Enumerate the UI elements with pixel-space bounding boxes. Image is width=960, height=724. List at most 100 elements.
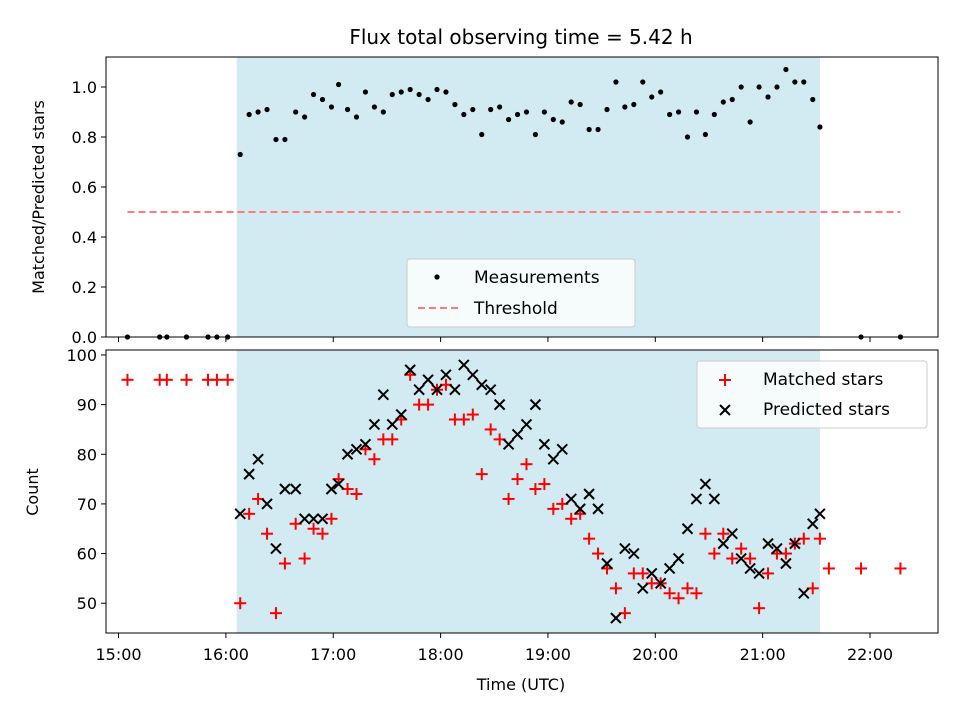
measurement-point — [389, 91, 395, 98]
top-ytick-label: 0.6 — [72, 178, 97, 197]
predicted-star-point — [628, 547, 640, 560]
top-legend: Measurements Threshold — [406, 258, 636, 328]
measurement-point — [328, 104, 335, 110]
matched-star-point — [547, 502, 560, 515]
predicted-star-point — [529, 398, 542, 411]
matched-star-point — [583, 532, 596, 545]
predicted-star-point — [261, 498, 273, 510]
predicted-star-point — [252, 453, 264, 465]
matched-star-point — [261, 527, 274, 540]
measurement-point — [302, 114, 308, 120]
matched-star-point — [475, 468, 488, 481]
predicted-star-point — [279, 483, 291, 495]
legend-matched-label: Matched stars — [763, 370, 883, 390]
matched-star-point — [753, 602, 766, 615]
legend-predicted-label: Predicted stars — [763, 400, 890, 420]
top-ytick-label: 0.4 — [72, 228, 97, 247]
measurement-point — [720, 99, 726, 105]
top-legend-box — [406, 258, 636, 328]
matched-star-point — [565, 512, 578, 525]
predicted-star-point — [395, 408, 407, 421]
predicted-star-point — [726, 527, 738, 540]
measurement-point — [640, 79, 646, 85]
bottom-ytick-label: 80 — [77, 445, 97, 464]
predicted-star-point — [780, 557, 792, 570]
measurement-point — [631, 101, 637, 108]
predicted-star-point — [574, 503, 586, 515]
predicted-star-point — [592, 503, 604, 515]
matched-star-point — [269, 607, 282, 620]
matched-star-point — [243, 507, 256, 520]
measurement-point — [817, 124, 823, 130]
measurement-point — [505, 116, 512, 123]
matched-star-point — [708, 547, 721, 560]
measurement-point — [577, 101, 583, 108]
predicted-star-point — [565, 493, 577, 505]
predicted-star-point — [619, 542, 631, 555]
measurement-point — [246, 111, 252, 118]
matched-star-point — [368, 453, 381, 466]
measurement-point — [255, 109, 261, 115]
matched-star-point — [762, 567, 775, 580]
predicted-star-point — [359, 438, 372, 451]
predicted-star-point — [493, 398, 506, 411]
measurement-point — [559, 119, 565, 125]
predicted-star-point — [332, 478, 345, 490]
matched-star-point — [855, 562, 868, 575]
matched-star-point — [894, 562, 907, 575]
measurement-point — [273, 136, 279, 143]
measurement-point — [443, 89, 449, 95]
matched-star-point — [234, 597, 247, 610]
matched-star-point — [422, 398, 435, 411]
bottom-xtick-label: 17:00 — [310, 645, 356, 664]
predicted-star-point — [298, 513, 311, 525]
predicted-star-point — [814, 508, 826, 520]
matched-star-point — [180, 373, 193, 386]
measurement-point — [711, 111, 717, 118]
measurement-point — [738, 84, 744, 90]
measurement-point — [675, 109, 682, 115]
legend-measurements-marker — [434, 274, 440, 280]
predicted-star-point — [798, 587, 810, 599]
chart-title: Flux total observing time = 5.42 h — [349, 25, 692, 49]
matched-star-point — [520, 458, 533, 471]
bottom-xtick-label: 20:00 — [632, 645, 678, 664]
predicted-star-point — [511, 428, 524, 441]
bottom-xtick-label: 22:00 — [847, 645, 893, 664]
matched-star-point — [325, 512, 338, 525]
measurement-point — [649, 94, 655, 100]
matched-star-point — [210, 373, 223, 386]
matched-star-point — [316, 527, 329, 540]
matched-star-point — [457, 413, 470, 426]
measurement-point — [658, 89, 664, 95]
measurement-point — [756, 84, 762, 90]
predicted-star-point — [307, 513, 320, 525]
matched-star-point — [121, 373, 134, 386]
top-panel: 0.0 0.2 0.4 0.6 0.8 1.0 Matched/Predicted sta… — [29, 56, 939, 347]
measurement-point — [380, 109, 386, 115]
matched-star-point — [822, 562, 835, 575]
predicted-star-point — [316, 513, 329, 525]
measurement-point — [425, 96, 431, 103]
measurement-point — [604, 106, 610, 113]
bottom-ytick-label: 50 — [77, 594, 97, 613]
bottom-xtick-label: 16:00 — [203, 645, 249, 664]
bottom-legend-box — [696, 360, 928, 429]
matched-star-point — [298, 552, 311, 565]
legend-threshold-label: Threshold — [473, 299, 558, 319]
predicted-star-point — [771, 542, 783, 555]
measurement-point — [434, 86, 440, 93]
predicted-star-point — [502, 438, 515, 451]
predicted-star-point — [699, 478, 712, 490]
predicted-star-point — [789, 537, 801, 550]
predicted-star-point — [243, 468, 255, 480]
bottom-panel: 50 60 70 80 90 100 15:00 16:00 17:00 18:00 19:00 2… — [23, 346, 939, 694]
measurement-point — [461, 111, 467, 118]
predicted-star-point — [341, 448, 354, 460]
measurement-point — [497, 104, 503, 110]
bottom-xlabel: Time (UTC) — [476, 675, 565, 694]
matched-star-point — [717, 527, 730, 540]
measurement-point — [783, 66, 789, 73]
matched-star-point — [609, 582, 622, 595]
bottom-xtick-label: 15:00 — [95, 645, 141, 664]
